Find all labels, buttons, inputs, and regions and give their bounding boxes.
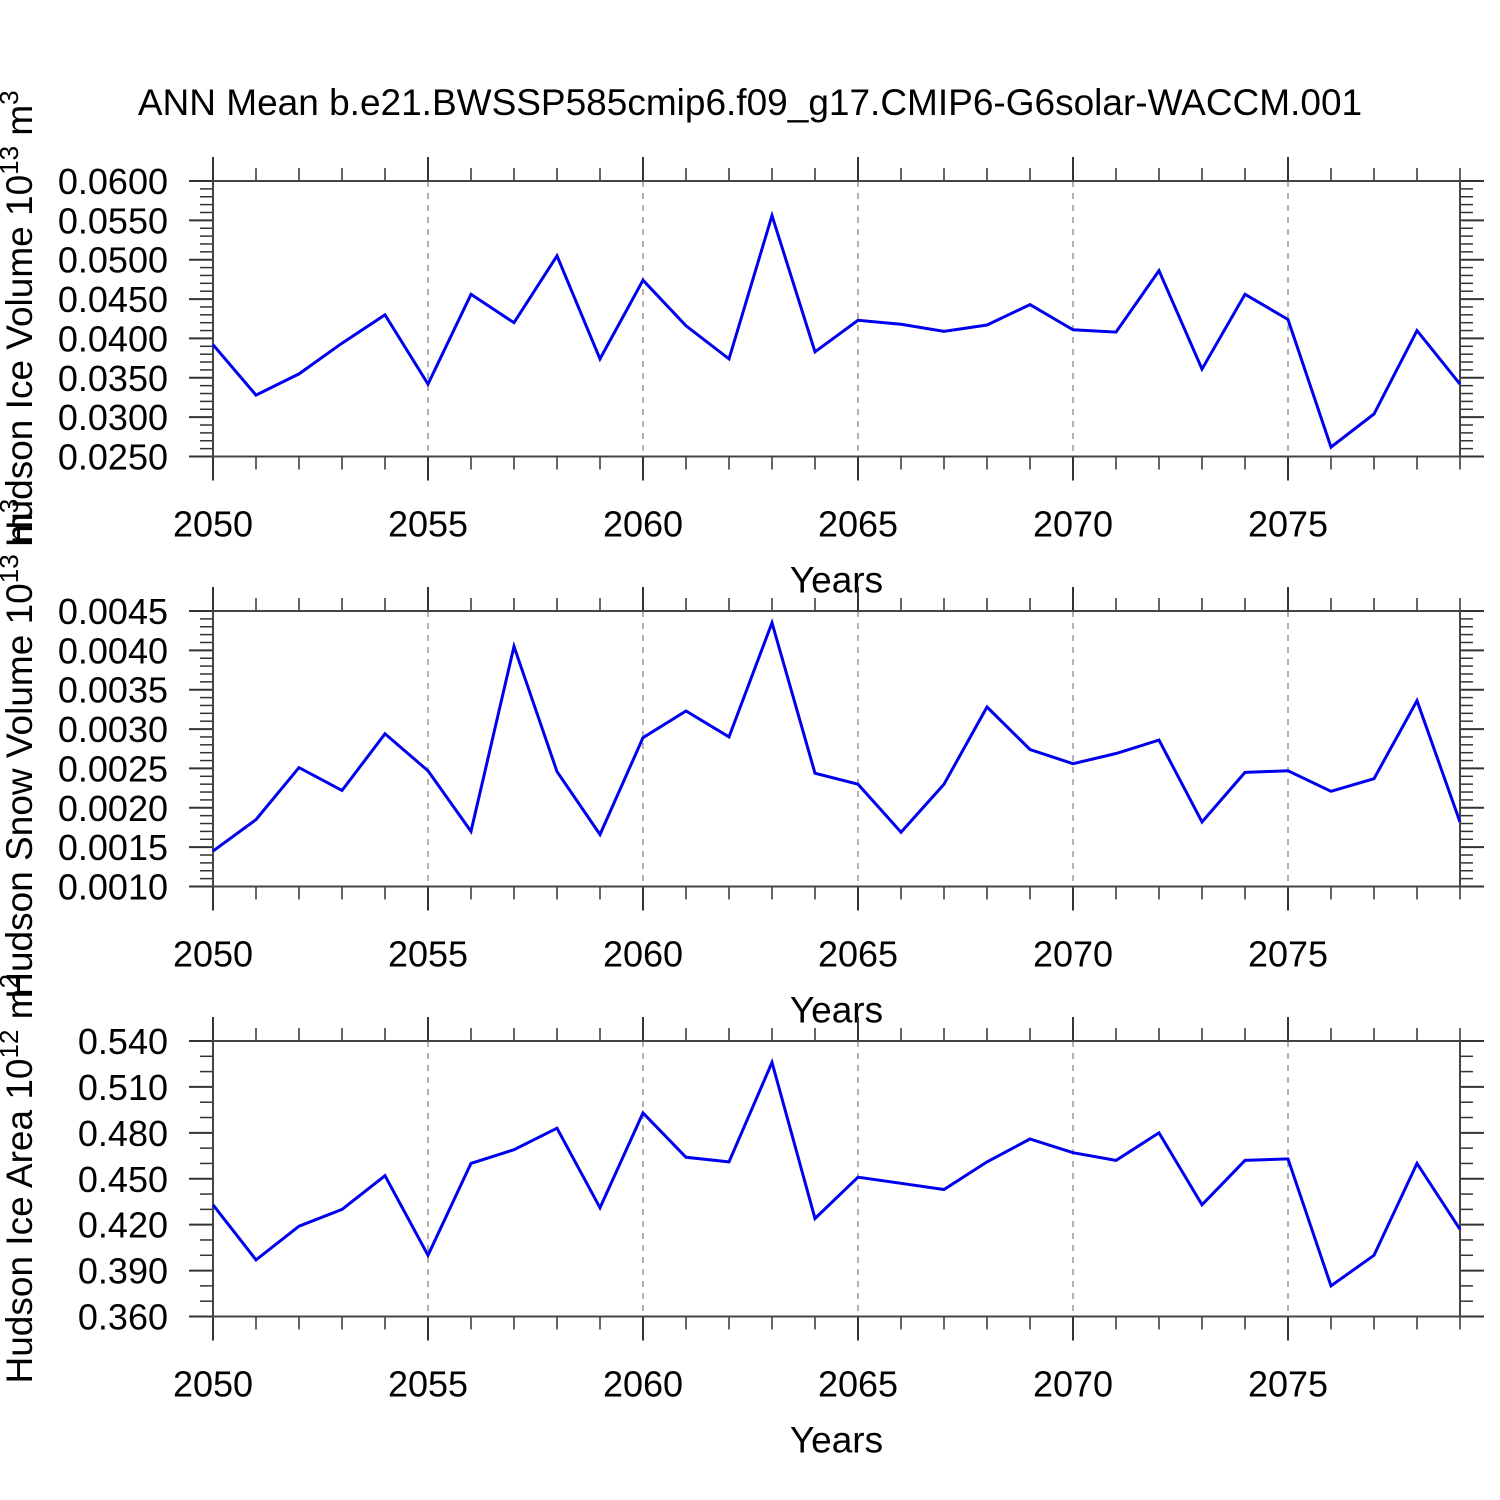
- y-tick-label: 0.0010: [58, 867, 168, 908]
- y-tick-label: 0.0400: [58, 318, 168, 359]
- x-axis-title: Years: [790, 560, 883, 601]
- y-tick-label: 0.510: [78, 1067, 168, 1108]
- y-tick-label: 0.0550: [58, 200, 168, 241]
- y-tick-label: 0.0020: [58, 788, 168, 829]
- x-tick-label: 2055: [388, 934, 468, 975]
- x-tick-label: 2060: [603, 934, 683, 975]
- plot-border: [212, 180, 1461, 458]
- x-tick-label: 2070: [1033, 1364, 1113, 1405]
- y-tick-label: 0.0025: [58, 748, 168, 789]
- y-axis-title: Hudson Snow Volume 1013 m3: [0, 499, 40, 999]
- y-tick-label: 0.0250: [58, 437, 168, 478]
- x-tick-label: 2055: [388, 504, 468, 545]
- y-tick-label: 0.0500: [58, 240, 168, 281]
- y-tick-label: 0.480: [78, 1113, 168, 1154]
- y-tick-label: 0.0035: [58, 670, 168, 711]
- x-tick-label: 2050: [173, 1364, 253, 1405]
- y-tick-label: 0.0030: [58, 709, 168, 750]
- plot-border: [212, 610, 1461, 888]
- y-tick-label: 0.420: [78, 1205, 168, 1246]
- y-tick-label: 0.540: [78, 1021, 168, 1062]
- panel-hudson-snow-volume: 0.00100.00150.00200.00250.00300.00350.00…: [0, 499, 1484, 1031]
- data-line-hudson-ice-area: [211, 1057, 1462, 1289]
- x-tick-label: 2065: [818, 1364, 898, 1405]
- x-tick-label: 2050: [173, 504, 253, 545]
- y-tick-label: 0.390: [78, 1251, 168, 1292]
- x-tick-label: 2070: [1033, 504, 1113, 545]
- x-tick-label: 2075: [1248, 1364, 1328, 1405]
- y-tick-label: 0.0350: [58, 358, 168, 399]
- data-line-hudson-ice-volume: [211, 210, 1462, 450]
- panel-hudson-ice-area: 0.360 0.390 0.420 0.450 0.480 0.510 0.540 2050 2…: [0, 974, 1484, 1461]
- panel-hudson-ice-volume: 0.02500.03000.03500.04000.04500.05000.05…: [0, 90, 1484, 601]
- y-tick-label: 0.0015: [58, 827, 168, 868]
- x-tick-label: 2075: [1248, 504, 1328, 545]
- y-tick-label: 0.0300: [58, 397, 168, 438]
- figure-title: ANN Mean b.e21.BWSSP585cmip6.f09_g17.CMI…: [137, 82, 1363, 123]
- x-tick-label: 2050: [173, 934, 253, 975]
- x-axis-title: Years: [790, 1420, 883, 1461]
- y-tick-label: 0.0600: [58, 161, 168, 202]
- y-tick-label: 0.450: [78, 1159, 168, 1200]
- y-axis-title: Hudson Ice Volume 1013 m3: [0, 90, 40, 547]
- x-tick-label: 2060: [603, 504, 683, 545]
- x-tick-label: 2075: [1248, 934, 1328, 975]
- plot-border: [212, 1040, 1461, 1318]
- y-tick-label: 0.360: [78, 1297, 168, 1338]
- x-tick-label: 2070: [1033, 934, 1113, 975]
- x-tick-label: 2065: [818, 504, 898, 545]
- data-line-hudson-snow-volume: [212, 618, 1462, 853]
- y-tick-label: 0.0040: [58, 630, 168, 671]
- y-tick-label: 0.0045: [58, 591, 168, 632]
- x-tick-label: 2065: [818, 934, 898, 975]
- x-tick-label: 2060: [603, 1364, 683, 1405]
- x-tick-label: 2055: [388, 1364, 468, 1405]
- x-axis-title: Years: [790, 990, 883, 1031]
- y-axis-title: Hudson Ice Area 1012 m2: [0, 974, 40, 1384]
- y-tick-label: 0.0450: [58, 279, 168, 320]
